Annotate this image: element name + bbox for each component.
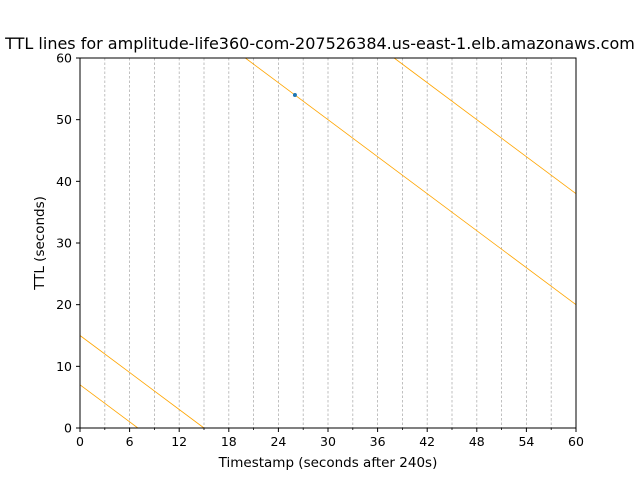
y-axis-label: TTL (seconds) bbox=[32, 196, 48, 291]
y-tick-label-2: 20 bbox=[56, 297, 72, 312]
ttl-line-0 bbox=[79, 384, 139, 429]
y-tick-label-1: 10 bbox=[56, 359, 72, 374]
y-tick-label-3: 30 bbox=[56, 236, 72, 251]
data-point-0 bbox=[292, 93, 297, 97]
y-axis-ticks: 0 10 20 30 40 50 60 bbox=[56, 51, 80, 436]
y-tick-label-6: 60 bbox=[56, 51, 72, 66]
y-tick-label-5: 50 bbox=[56, 112, 72, 127]
x-tick-label-6: 36 bbox=[370, 434, 386, 449]
ttl-line-1 bbox=[79, 335, 205, 429]
ttl-line-3 bbox=[393, 57, 577, 194]
x-tick-label-1: 6 bbox=[126, 434, 134, 449]
x-tick-label-2: 12 bbox=[171, 434, 187, 449]
x-axis-ticks: 0 6 12 18 24 30 36 42 48 54 60 bbox=[76, 428, 584, 449]
x-axis-label: Timestamp (seconds after 240s) bbox=[218, 455, 438, 471]
ttl-line-2 bbox=[245, 57, 577, 305]
y-tick-label-4: 40 bbox=[56, 174, 72, 189]
x-tick-label-4: 24 bbox=[270, 434, 286, 449]
data-points bbox=[292, 93, 297, 97]
x-tick-label-8: 48 bbox=[469, 434, 485, 449]
x-tick-label-5: 30 bbox=[320, 434, 336, 449]
x-tick-label-7: 42 bbox=[419, 434, 435, 449]
ttl-lines bbox=[79, 57, 577, 429]
x-tick-label-3: 18 bbox=[221, 434, 237, 449]
chart-title: TTL lines for amplitude-life360-com-2075… bbox=[4, 34, 635, 53]
x-tick-label-10: 60 bbox=[568, 434, 584, 449]
grid-lines bbox=[104, 58, 552, 428]
y-tick-label-0: 0 bbox=[64, 421, 72, 436]
x-tick-label-9: 54 bbox=[518, 434, 534, 449]
x-tick-label-0: 0 bbox=[76, 434, 84, 449]
